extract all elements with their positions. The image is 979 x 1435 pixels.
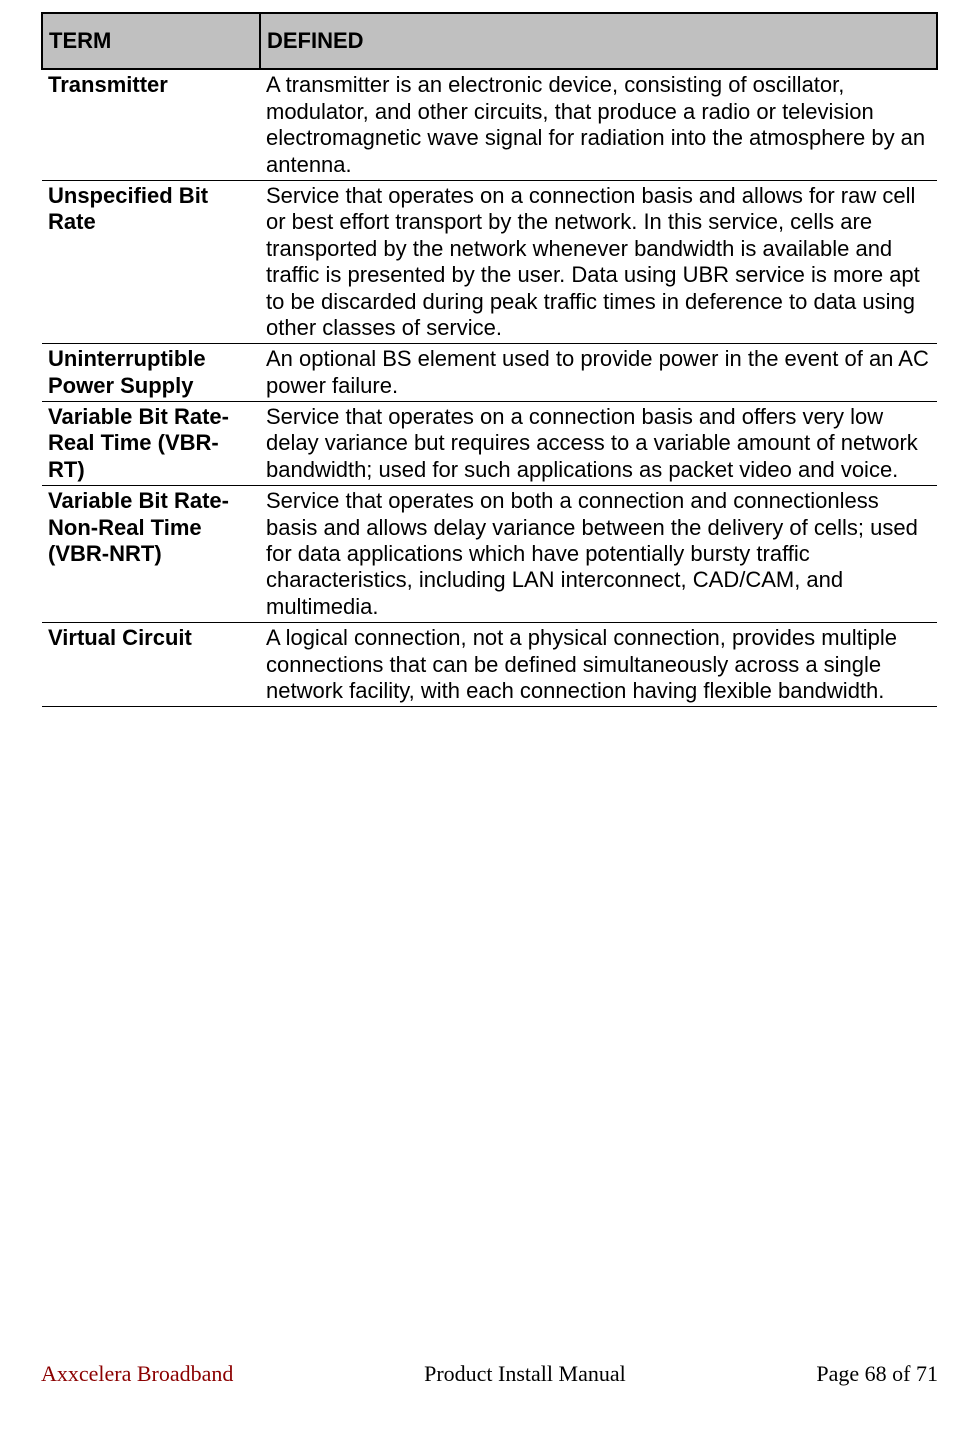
footer-center: Product Install Manual [424,1361,626,1387]
term-cell: Variable Bit Rate-Real Time (VBR-RT) [42,402,260,486]
header-term: TERM [42,13,260,69]
page: TERM DEFINED Transmitter A transmitter i… [0,12,979,1435]
definition-cell: An optional BS element used to provide p… [260,344,937,402]
table-row: Variable Bit Rate-Non-Real Time (VBR-NRT… [42,486,937,623]
glossary-table: TERM DEFINED Transmitter A transmitter i… [41,12,938,707]
definition-cell: Service that operates on a connection ba… [260,180,937,343]
term-cell: Unspecified Bit Rate [42,180,260,343]
term-cell: Transmitter [42,69,260,180]
footer-right: Page 68 of 71 [816,1361,938,1387]
table-row: Unspecified Bit Rate Service that operat… [42,180,937,343]
definition-cell: A transmitter is an electronic device, c… [260,69,937,180]
term-cell: Variable Bit Rate-Non-Real Time (VBR-NRT… [42,486,260,623]
table-row: Variable Bit Rate-Real Time (VBR-RT) Ser… [42,402,937,486]
term-cell: Uninterruptible Power Supply [42,344,260,402]
table-row: Uninterruptible Power Supply An optional… [42,344,937,402]
header-defined: DEFINED [260,13,937,69]
table-row: Transmitter A transmitter is an electron… [42,69,937,180]
page-footer: Axxcelera Broadband Product Install Manu… [41,1361,938,1387]
term-cell: Virtual Circuit [42,623,260,707]
table-row: Virtual Circuit A logical connection, no… [42,623,937,707]
definition-cell: Service that operates on both a connecti… [260,486,937,623]
table-header-row: TERM DEFINED [42,13,937,69]
definition-cell: A logical connection, not a physical con… [260,623,937,707]
footer-left: Axxcelera Broadband [41,1361,233,1387]
definition-cell: Service that operates on a connection ba… [260,402,937,486]
